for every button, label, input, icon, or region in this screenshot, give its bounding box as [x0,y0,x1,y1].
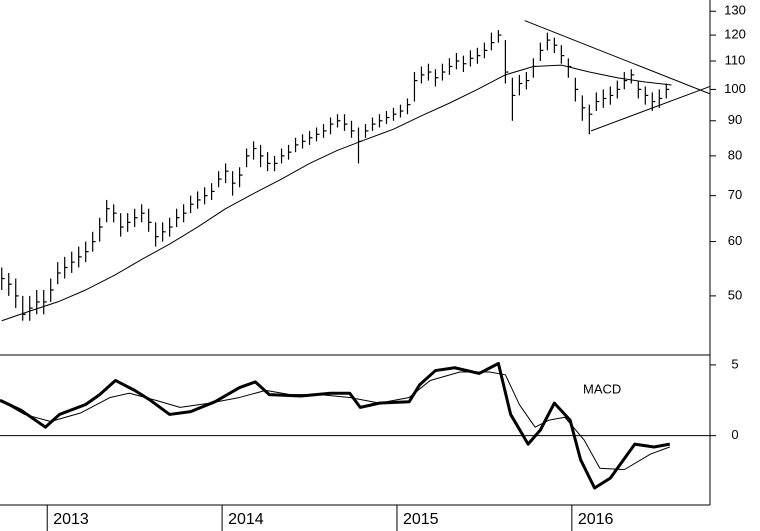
x-tick-label: 2013 [53,511,89,528]
x-tick-label: 2015 [403,511,439,528]
y-tick-label: 5 [731,356,738,371]
moving-average [1,64,672,322]
macd-line [0,371,670,471]
y-tick-label: 60 [728,233,742,248]
trendline [590,85,711,132]
x-tick-label: 2016 [578,511,614,528]
y-tick-label: 90 [728,112,742,127]
y-tick-label: 120 [724,27,746,42]
macd-label: MACD [583,381,621,396]
y-tick-label: 70 [728,187,742,202]
y-tick-label: 80 [728,147,742,162]
y-tick-label: 100 [724,81,746,96]
y-tick-label: 50 [728,287,742,302]
trendline [524,20,711,95]
y-tick-label: 110 [725,52,746,67]
x-tick-label: 2014 [228,511,264,528]
y-tick-label: 130 [724,3,746,18]
y-tick-label: 0 [731,427,738,442]
macd-line [0,361,671,490]
